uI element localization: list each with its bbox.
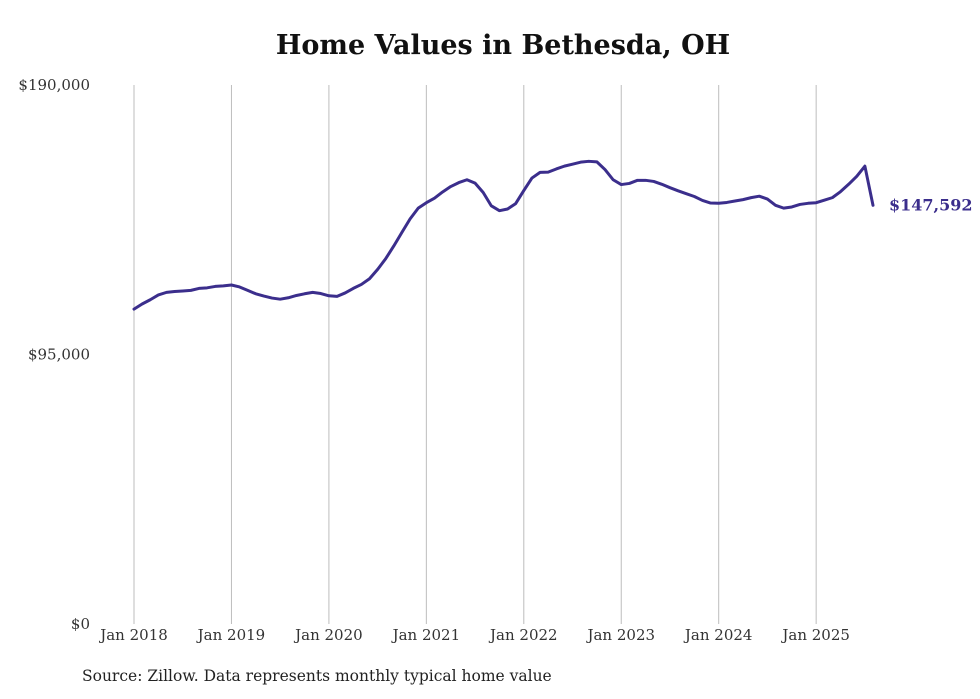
gridlines [133, 85, 817, 624]
end-label-layer: $147,592 [889, 195, 973, 214]
chart-title: Home Values in Bethesda, OH [275, 30, 731, 61]
end-value-label: $147,592 [889, 195, 973, 214]
x-tick-label: Jan 2024 [683, 626, 753, 644]
x-tick-label: Jan 2023 [585, 626, 655, 644]
y-axis-ticks: $190,000 $95,000 $0 [18, 76, 90, 633]
x-tick-label: Jan 2020 [293, 626, 363, 644]
x-axis-ticks: Jan 2018 Jan 2019 Jan 2020 Jan 2021 Jan 2022… [98, 626, 850, 644]
x-tick-label: Jan 2025 [780, 626, 850, 644]
source-note: Source: Zillow. Data represents monthly … [82, 667, 552, 685]
x-tick-label: Jan 2021 [391, 626, 461, 644]
y-tick-label: $0 [71, 615, 90, 633]
y-tick-label: $95,000 [28, 346, 90, 364]
x-tick-label: Jan 2018 [98, 626, 168, 644]
x-tick-label: Jan 2019 [196, 626, 266, 644]
series-line [132, 159, 875, 311]
x-tick-label: Jan 2022 [488, 626, 558, 644]
y-tick-label: $190,000 [18, 76, 90, 94]
series-layer [132, 159, 875, 311]
